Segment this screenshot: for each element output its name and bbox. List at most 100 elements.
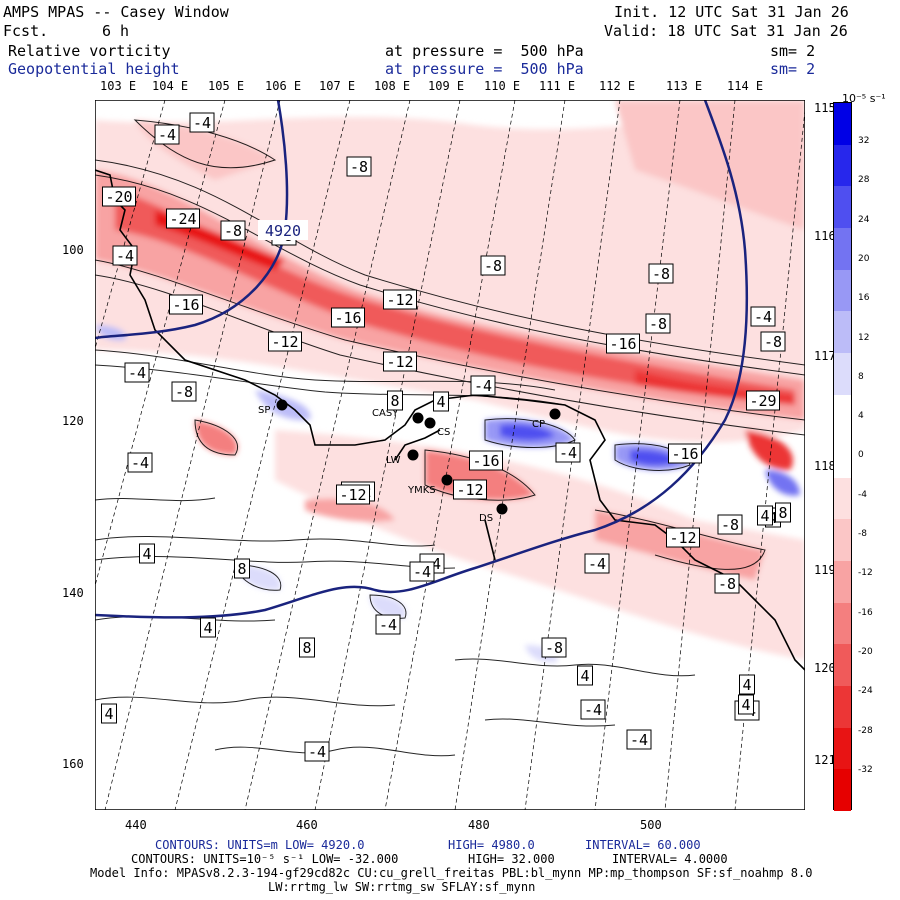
svg-text:-4: -4 — [308, 743, 326, 761]
height-contour — [95, 100, 749, 619]
colorbar-tick-label: -8 — [858, 529, 867, 539]
svg-text:-4: -4 — [413, 563, 431, 581]
svg-text:-8: -8 — [649, 315, 667, 333]
colorbar-tick-label: 8 — [858, 371, 864, 382]
footer-height-contours: CONTOURS: UNITS=m LOW= 4920.0 — [155, 838, 365, 852]
vorticity-label: 8 — [387, 390, 403, 411]
longitude-label-top: 106 E — [265, 79, 302, 93]
svg-text:-16: -16 — [609, 335, 636, 353]
longitude-label-top: 108 E — [374, 79, 411, 93]
svg-text:4: 4 — [580, 667, 589, 685]
longitude-label-top: 104 E — [152, 79, 189, 93]
svg-text:-4: -4 — [588, 555, 606, 573]
colorbar-segment — [834, 103, 851, 146]
vorticity-label: 4 — [757, 505, 773, 526]
colorbar-tick-label: -20 — [858, 646, 873, 657]
height-label: 4920 — [258, 220, 308, 240]
colorbar-tick-label: -32 — [858, 764, 873, 775]
longitude-label-top: 103 E — [100, 79, 137, 93]
colorbar-segment — [834, 727, 851, 770]
svg-text:-16: -16 — [472, 452, 499, 470]
vorticity-label: -8 — [541, 637, 567, 658]
station-labels: SP CASY CS LW CP YMKS DS — [258, 405, 545, 524]
station-label: CS — [437, 427, 450, 438]
station-label: SP — [258, 405, 270, 416]
vorticity-label: -12 — [383, 351, 417, 372]
field2-name: Geopotential height — [8, 60, 180, 78]
station-label: CASY — [372, 408, 399, 419]
colorbar-segment — [834, 477, 851, 520]
vorticity-label: 4 — [433, 391, 449, 412]
svg-text:-12: -12 — [456, 481, 483, 499]
colorbar-tick-label: 4 — [858, 411, 864, 422]
longitude-label-top: 111 E — [539, 79, 576, 93]
colorbar-segment — [834, 602, 851, 645]
colorbar-tick-label: 32 — [858, 136, 870, 146]
svg-text:-20: -20 — [105, 188, 132, 206]
y-axis-tick-label: 140 — [62, 586, 84, 600]
x-axis-tick-label: 500 — [640, 818, 662, 832]
footer-model-info-2: LW:rrtmg_lw SW:rrtmg_sw SFLAY:sf_mynn — [268, 880, 536, 894]
svg-text:-4: -4 — [116, 247, 134, 265]
colorbar-tick-label: 24 — [858, 214, 870, 225]
svg-text:4: 4 — [760, 507, 769, 525]
station-label: DS — [479, 513, 493, 524]
svg-text:-8: -8 — [224, 222, 242, 240]
field1-smoothing: sm= 2 — [770, 42, 816, 60]
colorbar-segment — [834, 144, 851, 187]
vorticity-label: -4 — [750, 306, 776, 327]
vorticity-label: -4 — [375, 614, 401, 635]
forecast-hour: 6 h — [102, 22, 130, 40]
longitude-label-top: 112 E — [599, 79, 636, 93]
y-axis-tick-label: 100 — [62, 243, 84, 257]
vorticity-shading — [95, 100, 805, 663]
svg-text:-12: -12 — [386, 291, 413, 309]
colorbar-segment — [834, 561, 851, 604]
svg-text:-4: -4 — [559, 444, 577, 462]
svg-text:4: 4 — [142, 545, 151, 563]
svg-text:4: 4 — [742, 676, 751, 694]
vorticity-label: -4 — [470, 375, 496, 396]
vorticity-labels: -4-4-20-24-8-4-8-8-8-8-16-12-16-12-8-16-… — [101, 112, 791, 762]
vorticity-label: -4 — [409, 561, 435, 582]
vorticity-label: -4 — [584, 553, 610, 574]
svg-text:-8: -8 — [175, 383, 193, 401]
vorticity-label: -4 — [127, 452, 153, 473]
svg-text:-8: -8 — [545, 639, 563, 657]
svg-text:-4: -4 — [193, 114, 211, 132]
svg-text:8: 8 — [302, 639, 311, 657]
forecast-label: Fcst. — [3, 22, 49, 40]
vorticity-label: -8 — [480, 255, 506, 276]
colorbar-tick-label: -28 — [858, 725, 873, 736]
field1-level: at pressure = 500 hPa — [385, 42, 584, 60]
vorticity-label: -12 — [666, 527, 700, 548]
svg-text:-12: -12 — [386, 353, 413, 371]
svg-text:-4: -4 — [474, 377, 492, 395]
vorticity-label: -4 — [580, 699, 606, 720]
colorbar-tick-label: 28 — [858, 175, 870, 186]
svg-text:-8: -8 — [652, 265, 670, 283]
svg-text:-16: -16 — [172, 296, 199, 314]
svg-text:-8: -8 — [764, 333, 782, 351]
svg-text:-8: -8 — [718, 575, 736, 593]
vorticity-label: -16 — [606, 333, 640, 354]
vorticity-label: -4 — [112, 245, 138, 266]
y-axis-tick-label: 120 — [62, 414, 84, 428]
colorbar-tick-label: 20 — [858, 253, 870, 264]
colorbar-tick-label: 16 — [858, 293, 870, 304]
colorbar-segment — [834, 436, 851, 479]
svg-text:-4: -4 — [630, 731, 648, 749]
station-label: LW — [386, 455, 401, 466]
y-axis-tick-label: 160 — [62, 757, 84, 771]
colorbar-segment — [834, 686, 851, 729]
colorbar-tick-label: -12 — [858, 568, 873, 579]
svg-text:4: 4 — [436, 393, 445, 411]
vorticity-label: -12 — [453, 479, 487, 500]
vorticity-label: -12 — [383, 289, 417, 310]
svg-text:-4: -4 — [584, 701, 602, 719]
station-label: YMKS — [407, 485, 436, 496]
vorticity-label: 4 — [739, 674, 755, 695]
colorbar-tick-label: -24 — [858, 686, 873, 697]
vorticity-label: -12 — [336, 484, 370, 505]
colorbar-segment — [834, 644, 851, 687]
